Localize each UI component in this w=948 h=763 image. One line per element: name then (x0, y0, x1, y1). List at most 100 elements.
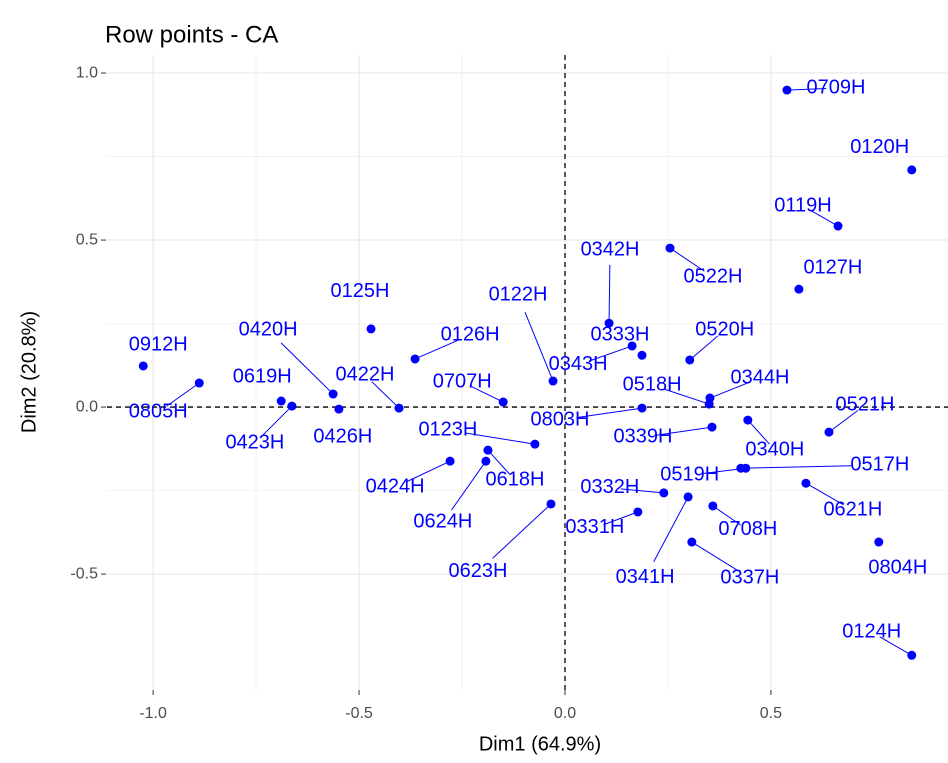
chart-title: Row points - CA (105, 21, 278, 48)
label-connector (405, 460, 451, 483)
point-label: 0803H (531, 408, 590, 430)
label-connector (261, 405, 293, 437)
point (334, 404, 344, 414)
y-axis-label: Dim2 (20.8%) (18, 311, 40, 433)
label-connector (656, 426, 713, 436)
x-axis-label: Dim1 (64.9%) (479, 733, 601, 755)
label-connector (740, 465, 853, 469)
label-connector (620, 488, 664, 494)
label-connector (451, 460, 487, 511)
point-label: 0521H (836, 393, 895, 415)
point (801, 478, 811, 488)
point (546, 499, 556, 509)
label-connector (653, 496, 689, 562)
point-label: 0341H (616, 566, 675, 588)
point (637, 350, 647, 360)
label-connector (700, 467, 746, 475)
point (907, 165, 917, 175)
point-label: 0619H (233, 365, 292, 387)
label-connector (805, 482, 844, 506)
point (328, 389, 338, 399)
point (687, 537, 697, 547)
point (794, 284, 804, 294)
point (743, 415, 753, 425)
point (685, 355, 695, 365)
point-label: 0423H (225, 431, 284, 453)
point (659, 488, 669, 498)
point (410, 354, 420, 364)
label-connector (465, 432, 535, 445)
y-tick-label: -0.5 (70, 565, 98, 582)
point (394, 403, 404, 413)
point-label: 0912H (129, 333, 188, 355)
label-connector (663, 388, 710, 405)
point-label: 0123H (418, 418, 477, 440)
point-label: 0422H (336, 363, 395, 385)
point-label: 0708H (718, 518, 777, 540)
point-label: 0331H (565, 516, 624, 538)
point-label: 0707H (433, 370, 492, 392)
y-tick-label: 0.0 (76, 398, 98, 415)
point (498, 397, 508, 407)
x-tick-label: 0.5 (760, 705, 782, 722)
point-label: 0426H (313, 425, 372, 447)
label-connector (747, 419, 770, 445)
label-connector (786, 87, 827, 91)
x-tick-label: -0.5 (345, 705, 373, 722)
point (138, 361, 148, 371)
point (548, 376, 558, 386)
label-connector (689, 335, 719, 361)
point (683, 492, 693, 502)
point (708, 501, 718, 511)
label-connector (470, 385, 504, 403)
label-connector (414, 339, 460, 360)
y-tick-label: 0.5 (76, 231, 98, 248)
point (483, 445, 493, 455)
point-label: 0119H (774, 194, 831, 216)
point-label: 0623H (449, 560, 508, 582)
point-label: 0621H (823, 499, 882, 521)
point (705, 393, 715, 403)
point (633, 507, 643, 517)
label-connector (712, 505, 742, 526)
point (707, 422, 717, 432)
point-label: 0520H (695, 318, 754, 340)
label-connector (280, 342, 334, 395)
point (530, 439, 540, 449)
point-label: 0709H (806, 76, 865, 98)
point (782, 85, 792, 95)
point (637, 403, 647, 413)
point (833, 221, 843, 231)
point-label: 0333H (591, 324, 650, 346)
x-tick-label: 0.0 (554, 705, 576, 722)
point (627, 341, 637, 351)
point (287, 401, 297, 411)
point-label: 0340H (745, 438, 804, 460)
point-label: 0618H (485, 468, 544, 490)
label-connector (709, 381, 751, 399)
label-connector (588, 345, 633, 362)
point-label: 0120H (850, 136, 909, 158)
point-label: 0126H (441, 323, 500, 345)
label-connector (608, 264, 611, 324)
label-connector (524, 312, 554, 382)
point (874, 537, 884, 547)
label-connector (828, 410, 859, 433)
point-label: 0420H (239, 318, 298, 340)
point (907, 650, 917, 660)
point (665, 243, 675, 253)
label-connector (492, 503, 552, 559)
point-label: 0624H (413, 510, 472, 532)
point-label: 0127H (803, 256, 862, 278)
label-connector (166, 382, 200, 407)
point-label: 0522H (684, 265, 743, 287)
point-label: 0337H (720, 566, 779, 588)
point-label: 0804H (868, 556, 927, 578)
point-label: 0517H (850, 453, 909, 475)
point-label: 0518H (623, 373, 682, 395)
label-connector (669, 247, 705, 272)
label-connector (879, 636, 913, 656)
point-label: 0124H (842, 621, 901, 643)
point-label: 0125H (331, 280, 390, 302)
